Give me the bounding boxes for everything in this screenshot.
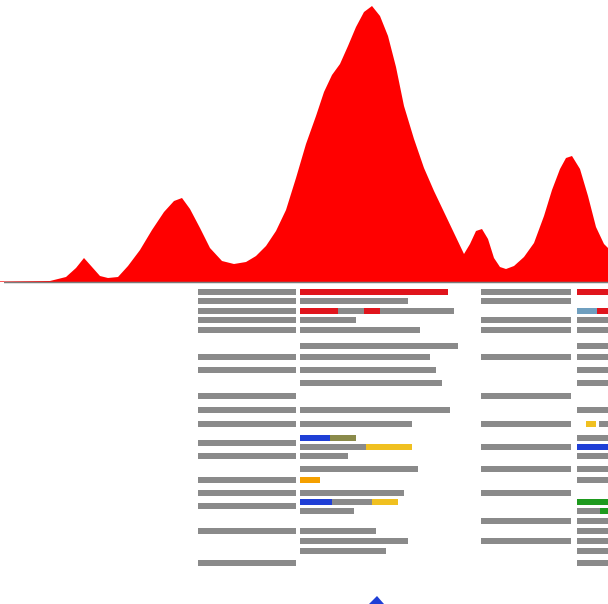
- read-segment: [597, 308, 608, 314]
- read-segment: [599, 421, 608, 427]
- read-segment: [577, 407, 608, 413]
- read-segment: [481, 289, 571, 295]
- read-segment: [300, 367, 436, 373]
- read-segment: [198, 354, 296, 360]
- read-segment: [300, 421, 412, 427]
- read-segment: [481, 466, 571, 472]
- read-segment: [198, 453, 296, 459]
- read-segment: [577, 327, 608, 333]
- read-segment: [300, 407, 450, 413]
- read-segment: [481, 444, 571, 450]
- read-segment: [300, 499, 332, 505]
- read-segment: [577, 528, 608, 534]
- read-segment: [300, 453, 348, 459]
- read-segment: [198, 317, 296, 323]
- read-segment: [300, 298, 408, 304]
- coverage-area: [0, 6, 608, 282]
- read-segment: [300, 435, 330, 441]
- read-segment: [300, 538, 408, 544]
- read-segment: [198, 421, 296, 427]
- read-segment: [481, 354, 571, 360]
- read-segment: [481, 421, 571, 427]
- read-segment: [364, 308, 380, 314]
- read-segment: [481, 317, 571, 323]
- read-segment: [577, 317, 608, 323]
- read-segment: [198, 308, 296, 314]
- read-segment: [324, 308, 338, 314]
- read-segment: [577, 367, 608, 373]
- read-segment: [198, 289, 296, 295]
- read-segment: [300, 289, 448, 295]
- read-segment: [481, 490, 571, 496]
- read-segment: [577, 453, 608, 459]
- read-segment: [198, 440, 296, 446]
- read-segment: [577, 343, 608, 349]
- read-segment: [198, 560, 296, 566]
- read-segment: [300, 466, 418, 472]
- read-segment: [577, 466, 608, 472]
- read-segment: [577, 499, 608, 505]
- read-segment: [198, 407, 296, 413]
- read-segment: [198, 367, 296, 373]
- read-segment: [481, 298, 571, 304]
- read-segment: [577, 560, 608, 566]
- read-segment: [198, 477, 296, 483]
- read-segment: [300, 354, 430, 360]
- read-segment: [300, 548, 386, 554]
- read-segment: [481, 518, 571, 524]
- read-segment: [338, 308, 364, 314]
- read-segment: [198, 528, 296, 534]
- read-segment: [577, 354, 608, 360]
- read-segment: [577, 289, 608, 295]
- read-segment: [577, 308, 597, 314]
- read-segment: [300, 508, 354, 514]
- read-segment: [577, 508, 600, 514]
- read-segment: [198, 327, 296, 333]
- read-segment: [198, 298, 296, 304]
- read-segment: [380, 308, 454, 314]
- read-segment: [300, 477, 320, 483]
- coverage-track: [0, 6, 608, 282]
- read-segment: [198, 490, 296, 496]
- read-segment: [300, 490, 404, 496]
- read-segment: [577, 518, 608, 524]
- read-segment: [330, 435, 356, 441]
- read-segment: [481, 327, 571, 333]
- read-segment: [366, 444, 412, 450]
- read-segment: [332, 499, 372, 505]
- read-segment: [300, 380, 442, 386]
- read-segment: [586, 421, 596, 427]
- read-segment: [577, 538, 608, 544]
- read-segment: [481, 393, 571, 399]
- scroll-marker-icon: [369, 596, 384, 604]
- read-pileup: [198, 289, 608, 566]
- read-segment: [600, 508, 608, 514]
- read-segment: [300, 444, 366, 450]
- read-segment: [300, 327, 420, 333]
- read-segment: [577, 548, 608, 554]
- read-segment: [300, 317, 356, 323]
- read-segment: [481, 538, 571, 544]
- read-segment: [198, 393, 296, 399]
- read-segment: [577, 477, 608, 483]
- read-segment: [577, 380, 608, 386]
- read-segment: [372, 499, 398, 505]
- read-segment: [198, 503, 296, 509]
- read-segment: [300, 308, 324, 314]
- read-segment: [577, 444, 608, 450]
- read-segment: [300, 528, 376, 534]
- read-segment: [300, 343, 458, 349]
- read-segment: [577, 435, 608, 441]
